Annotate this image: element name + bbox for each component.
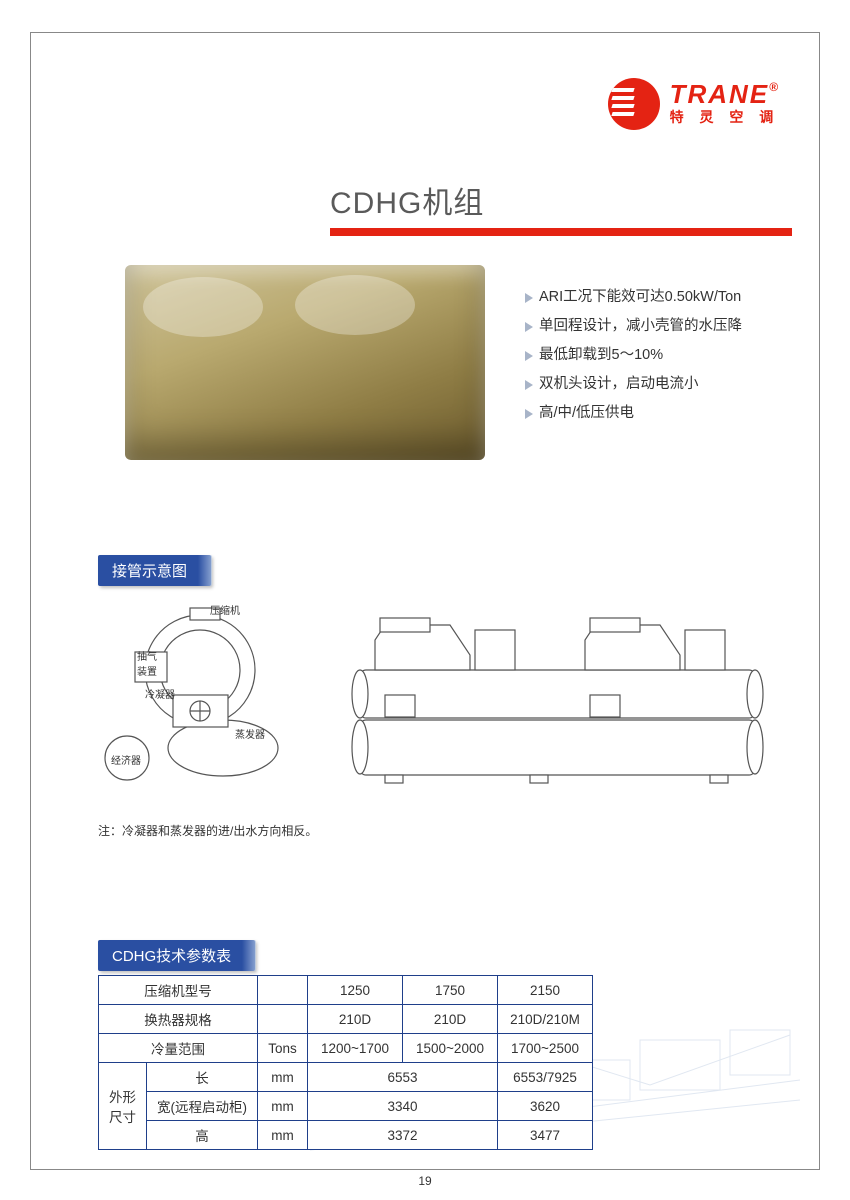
cell: 6553 [308,1063,498,1092]
unit-cell: Tons [258,1034,308,1063]
page-title-block: CDHG机组 [330,178,790,222]
row-label: 宽(远程启动柜) [147,1092,258,1121]
row-label: 换热器规格 [99,1005,258,1034]
chevron-right-icon [525,409,533,419]
title-underline [330,228,792,236]
diagram-zone: 压缩机 抽气 装置 冷凝器 蒸发器 经济器 [95,600,790,815]
cell: 1750 [403,976,498,1005]
chevron-right-icon [525,322,533,332]
bullet-item: 单回程设计，减小壳管的水压降 [525,312,790,341]
diagram-note: 注：冷凝器和蒸发器的进/出水方向相反。 [98,822,317,839]
cell: 3340 [308,1092,498,1121]
unit-cell: mm [258,1063,308,1092]
cell: 3477 [498,1121,593,1150]
table-row: 高 mm 3372 3477 [99,1121,593,1150]
table-row: 换热器规格 210D 210D 210D/210M [99,1005,593,1034]
unit-cell: mm [258,1121,308,1150]
bullet-item: ARI工况下能效可达0.50kW/Ton [525,283,790,312]
page-number: 19 [0,1174,850,1188]
unit-cell: mm [258,1092,308,1121]
hero-section: ARI工况下能效可达0.50kW/Ton 单回程设计，减小壳管的水压降 最低卸载… [125,265,790,475]
section-spec-header: CDHG技术参数表 [98,940,255,971]
cell: 1500~2000 [403,1034,498,1063]
section-diagram-header: 接管示意图 [98,555,211,586]
diagram-side-view [330,600,780,800]
cell: 1250 [308,976,403,1005]
cell: 2150 [498,976,593,1005]
section-pill: 接管示意图 [98,555,211,586]
unit-cell [258,1005,308,1034]
cell: 1200~1700 [308,1034,403,1063]
page-title: CDHG机组 [330,178,790,222]
brand-subtitle: 特 灵 空 调 [670,107,780,127]
table-row: 冷量范围 Tons 1200~1700 1500~2000 1700~2500 [99,1034,593,1063]
diagram-label-economizer: 经济器 [111,752,141,767]
unit-cell [258,976,308,1005]
diagram-label-condenser: 冷凝器 [145,686,175,701]
chevron-right-icon [525,293,533,303]
logo-globe-icon [608,78,660,130]
cell: 1700~2500 [498,1034,593,1063]
diagram-label-evaporator: 蒸发器 [235,726,265,741]
section-pill: CDHG技术参数表 [98,940,255,971]
row-label: 冷量范围 [99,1034,258,1063]
row-label: 长 [147,1063,258,1092]
cell: 6553/7925 [498,1063,593,1092]
bullet-item: 最低卸载到5～10% [525,341,790,370]
bullet-item: 高/中/低压供电 [525,399,790,428]
cell: 3372 [308,1121,498,1150]
cell: 3620 [498,1092,593,1121]
diagram-label-exhaust: 抽气 装置 [137,648,157,678]
chevron-right-icon [525,351,533,361]
brand-logo: TRANE® 特 灵 空 调 [608,78,780,130]
brand-name: TRANE® [670,81,780,107]
row-label: 压缩机型号 [99,976,258,1005]
table-row: 外形 尺寸 长 mm 6553 6553/7925 [99,1063,593,1092]
cell: 210D [308,1005,403,1034]
bullet-item: 双机头设计，启动电流小 [525,370,790,399]
row-label: 高 [147,1121,258,1150]
table-row: 压缩机型号 1250 1750 2150 [99,976,593,1005]
table-row: 宽(远程启动柜) mm 3340 3620 [99,1092,593,1121]
product-photo [125,265,485,460]
dim-group-label: 外形 尺寸 [99,1063,147,1150]
diagram-label-compressor: 压缩机 [210,602,240,617]
chevron-right-icon [525,380,533,390]
cell: 210D [403,1005,498,1034]
spec-table: 压缩机型号 1250 1750 2150 换热器规格 210D 210D 210… [98,975,593,1150]
cell: 210D/210M [498,1005,593,1034]
feature-bullets: ARI工况下能效可达0.50kW/Ton 单回程设计，减小壳管的水压降 最低卸载… [525,265,790,428]
diagram-end-view: 压缩机 抽气 装置 冷凝器 蒸发器 经济器 [95,600,305,800]
